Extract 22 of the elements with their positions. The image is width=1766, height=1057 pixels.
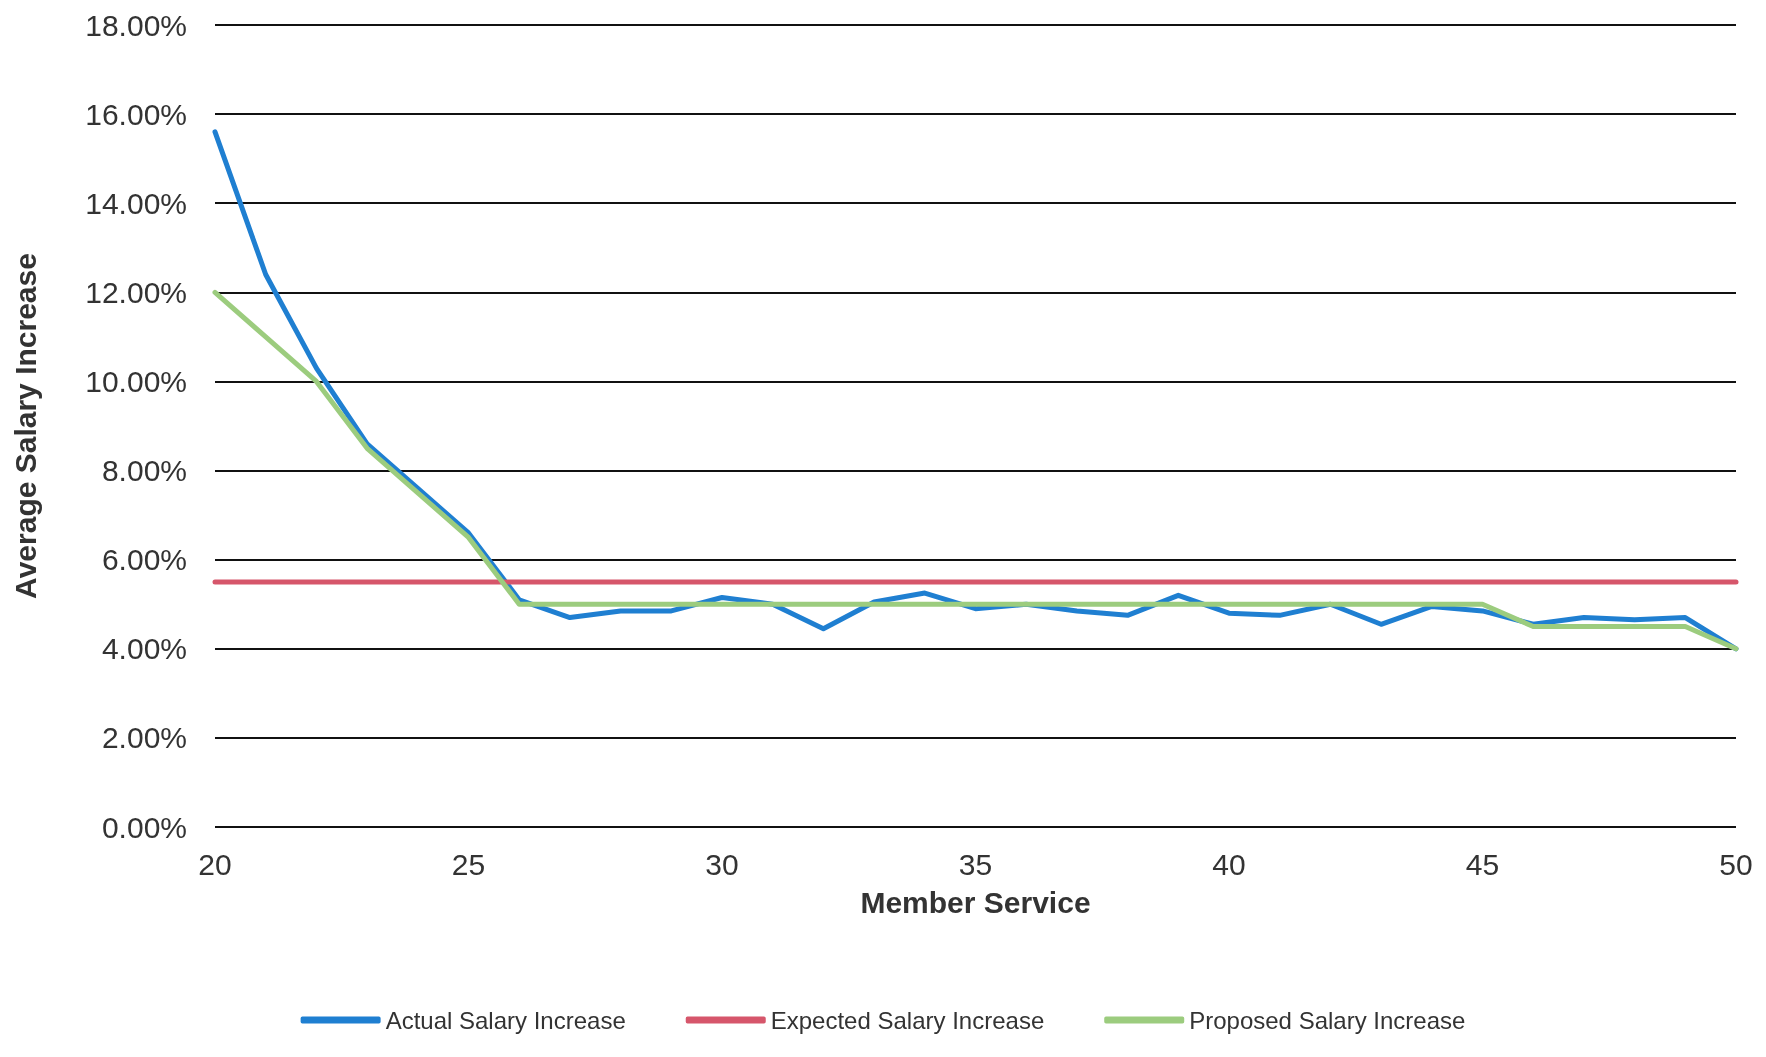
legend-label: Proposed Salary Increase bbox=[1189, 1006, 1466, 1034]
y-axis-title: Average Salary Increase bbox=[8, 253, 42, 599]
x-axis-title: Member Service bbox=[860, 885, 1091, 919]
y-tick-label: 6.00% bbox=[101, 543, 187, 577]
legend-label: Actual Salary Increase bbox=[385, 1006, 626, 1034]
x-tick-label: 35 bbox=[958, 847, 993, 881]
x-tick-label: 40 bbox=[1212, 847, 1246, 881]
x-tick-label: 25 bbox=[451, 847, 486, 881]
x-tick-label: 45 bbox=[1465, 847, 1500, 881]
y-tick-label: 12.00% bbox=[85, 275, 187, 309]
y-tick-label: 14.00% bbox=[85, 186, 187, 220]
x-tick-label: 50 bbox=[1719, 847, 1753, 881]
y-tick-label: 0.00% bbox=[101, 810, 187, 844]
y-tick-label: 16.00% bbox=[85, 97, 187, 131]
legend-label: Expected Salary Increase bbox=[770, 1006, 1045, 1034]
y-tick-label: 8.00% bbox=[101, 454, 187, 488]
x-tick-label: 20 bbox=[198, 847, 232, 881]
x-tick-label: 30 bbox=[705, 847, 739, 881]
y-tick-label: 2.00% bbox=[101, 721, 187, 755]
y-tick-label: 18.00% bbox=[85, 8, 187, 42]
y-tick-label: 10.00% bbox=[85, 364, 187, 398]
y-tick-label: 4.00% bbox=[101, 632, 187, 666]
